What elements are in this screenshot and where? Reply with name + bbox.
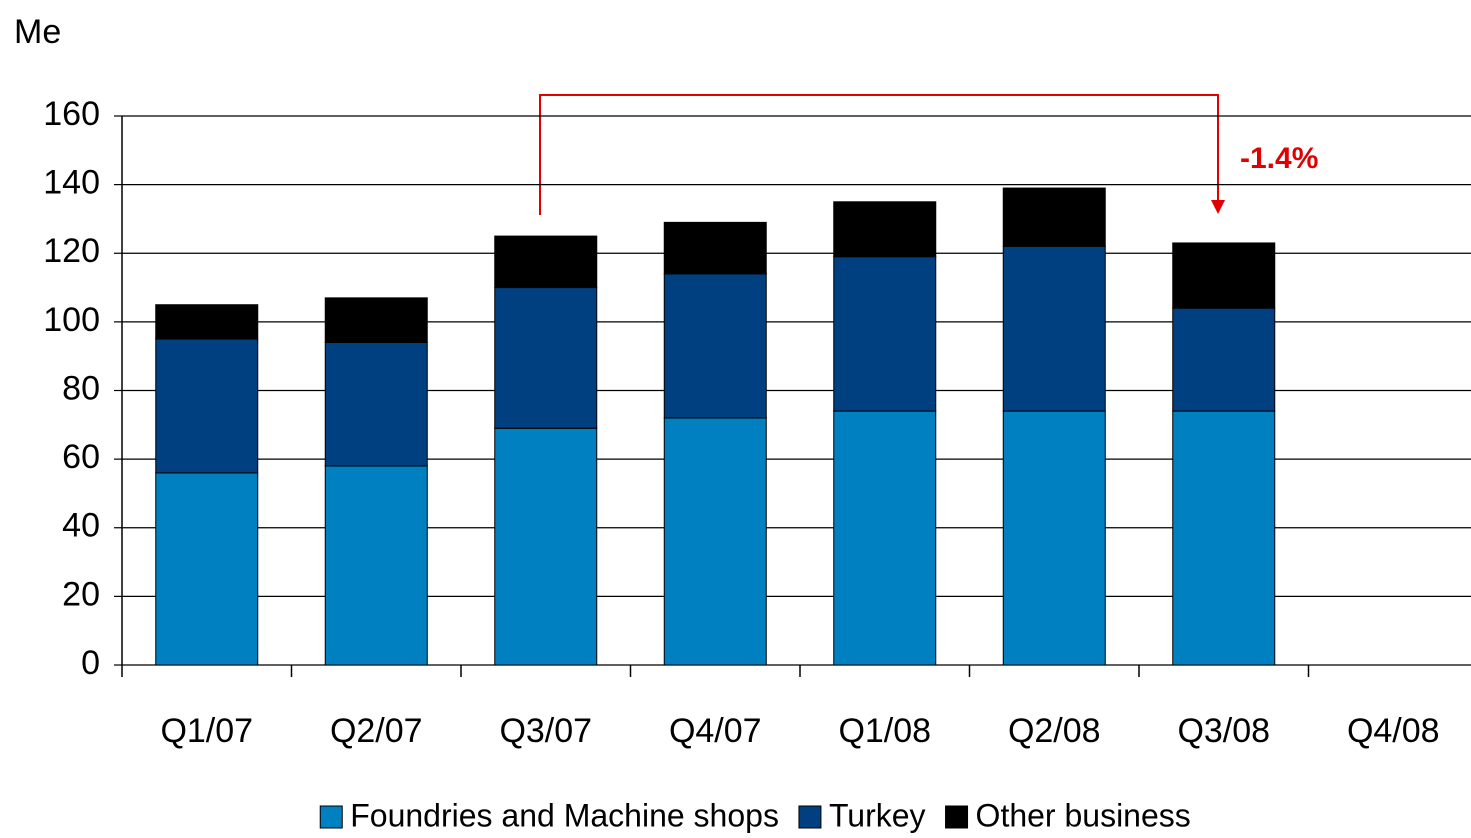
x-tick-label: Q1/07 bbox=[160, 712, 253, 750]
y-tick-label: 20 bbox=[62, 575, 100, 613]
bar-segment bbox=[324, 465, 428, 666]
bar-segment bbox=[494, 235, 598, 289]
legend-label: Turkey bbox=[829, 797, 926, 833]
bar-segment bbox=[1002, 410, 1106, 666]
x-tick-label: Q2/07 bbox=[330, 712, 423, 750]
legend-swatch bbox=[945, 805, 969, 829]
bar-segment bbox=[833, 201, 937, 258]
y-tick-label: 40 bbox=[62, 507, 100, 545]
bar-segment bbox=[663, 273, 767, 419]
y-tick-label: 140 bbox=[43, 164, 100, 202]
arrow-head bbox=[1211, 200, 1225, 214]
bar-segment bbox=[494, 287, 598, 429]
legend-label: Other business bbox=[976, 797, 1191, 833]
change-arrow bbox=[539, 94, 1219, 215]
x-tick-label: Q1/08 bbox=[838, 712, 931, 750]
y-tick-label: 120 bbox=[43, 232, 100, 270]
bar-segment bbox=[1172, 242, 1276, 309]
bar-segment bbox=[1172, 307, 1276, 412]
x-tick-label: Q2/08 bbox=[1008, 712, 1101, 750]
bar-segment bbox=[155, 472, 259, 666]
bar-segment bbox=[155, 304, 259, 340]
y-tick-label: 160 bbox=[43, 95, 100, 133]
x-tick-label: Q3/07 bbox=[499, 712, 592, 750]
y-tick-label: 60 bbox=[62, 438, 100, 476]
x-tick-label: Q3/08 bbox=[1177, 712, 1270, 750]
x-tick-label: Q4/08 bbox=[1347, 712, 1440, 750]
bar-segment bbox=[1002, 245, 1106, 412]
legend-swatch bbox=[319, 805, 343, 829]
bar-segment bbox=[324, 297, 428, 343]
bar-segment bbox=[663, 417, 767, 666]
legend-swatch bbox=[798, 805, 822, 829]
bar-segment bbox=[494, 427, 598, 666]
bar-segment bbox=[324, 341, 428, 467]
annotation: -1.4% bbox=[1240, 142, 1318, 175]
bar-segment bbox=[1172, 410, 1276, 666]
bar-segment bbox=[833, 256, 937, 412]
bar-segment bbox=[663, 221, 767, 275]
bar-segment bbox=[1002, 187, 1106, 247]
bar-segment bbox=[833, 410, 937, 666]
y-tick-label: 0 bbox=[81, 644, 100, 682]
x-tick-label: Q4/07 bbox=[669, 712, 762, 750]
legend-label: Foundries and Machine shops bbox=[350, 797, 779, 833]
unit-label: Me bbox=[14, 13, 61, 51]
y-tick-label: 80 bbox=[62, 369, 100, 407]
bar-segment bbox=[155, 338, 259, 474]
y-tick-label: 100 bbox=[43, 301, 100, 339]
